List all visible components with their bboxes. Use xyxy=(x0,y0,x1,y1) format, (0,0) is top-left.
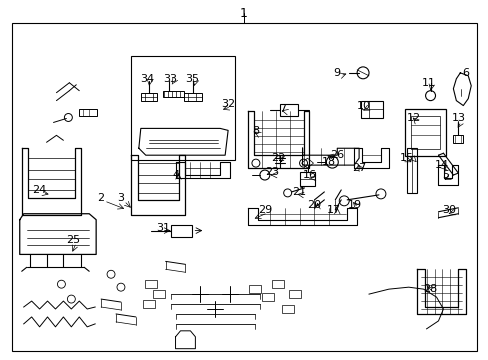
Text: 18: 18 xyxy=(322,157,336,167)
Text: 25: 25 xyxy=(66,234,80,244)
Bar xyxy=(299,172,315,186)
Bar xyxy=(170,225,192,237)
Text: 9: 9 xyxy=(333,68,340,78)
Bar xyxy=(28,158,75,190)
Bar xyxy=(410,116,440,149)
Text: 12: 12 xyxy=(406,113,420,123)
Bar xyxy=(79,109,97,116)
Text: 8: 8 xyxy=(252,126,259,136)
Text: 33: 33 xyxy=(163,74,177,84)
Text: 4: 4 xyxy=(172,170,179,180)
Text: 27: 27 xyxy=(351,163,366,173)
Text: 3: 3 xyxy=(117,193,124,203)
Text: 2: 2 xyxy=(97,193,104,203)
Bar xyxy=(360,100,382,118)
Text: 16: 16 xyxy=(302,170,316,180)
Text: 6: 6 xyxy=(461,68,468,78)
Text: 22: 22 xyxy=(271,153,285,163)
Text: 24: 24 xyxy=(32,185,47,195)
Bar xyxy=(404,109,446,156)
Bar xyxy=(281,305,293,313)
Text: 29: 29 xyxy=(257,205,271,215)
Text: 20: 20 xyxy=(307,200,321,210)
Bar xyxy=(288,290,300,298)
Text: 26: 26 xyxy=(329,150,344,160)
Text: 11: 11 xyxy=(421,78,435,88)
Text: 1: 1 xyxy=(240,7,247,20)
Text: 5: 5 xyxy=(441,170,448,180)
Bar xyxy=(152,290,164,298)
Text: 32: 32 xyxy=(221,99,235,109)
Text: 34: 34 xyxy=(140,74,154,84)
Text: 21: 21 xyxy=(292,187,306,197)
Bar xyxy=(144,280,156,288)
Text: 15: 15 xyxy=(399,153,413,163)
Bar xyxy=(279,104,297,116)
Text: 23: 23 xyxy=(264,167,278,177)
Bar xyxy=(262,293,273,301)
Text: 10: 10 xyxy=(356,100,370,111)
Bar xyxy=(142,300,154,308)
Text: 13: 13 xyxy=(450,113,465,123)
Bar xyxy=(248,285,260,293)
Bar xyxy=(131,56,235,160)
Text: 19: 19 xyxy=(347,200,362,210)
Text: 17: 17 xyxy=(326,205,341,215)
Bar xyxy=(184,93,202,100)
Bar xyxy=(163,91,184,96)
Bar xyxy=(271,280,283,288)
Text: 7: 7 xyxy=(279,104,285,113)
Bar xyxy=(141,93,156,100)
Text: 28: 28 xyxy=(423,284,437,294)
Text: 30: 30 xyxy=(442,205,455,215)
Text: 35: 35 xyxy=(185,74,199,84)
Text: 31: 31 xyxy=(156,222,170,233)
Bar xyxy=(138,163,178,193)
Bar xyxy=(406,148,416,193)
Text: 14: 14 xyxy=(433,160,447,170)
Bar xyxy=(452,135,462,143)
